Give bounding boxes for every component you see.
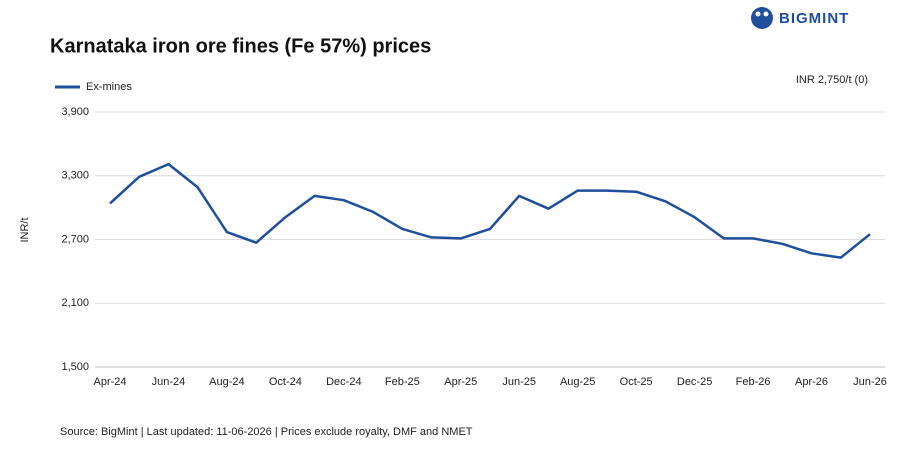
y-tick-label: 3,900	[61, 106, 89, 118]
logo-text: BIGMINT	[779, 10, 849, 27]
x-tick-label: Dec-24	[326, 376, 361, 388]
x-tick-label: Dec-25	[677, 376, 712, 388]
y-tick-label: 3,300	[61, 170, 89, 182]
logo: BIGMINT	[751, 7, 849, 29]
x-tick-label: Apr-25	[444, 376, 477, 388]
logo-icon	[763, 11, 769, 17]
y-axis-label: INR/t	[19, 217, 31, 242]
x-tick-label: Feb-26	[736, 376, 771, 388]
x-tick-label: Apr-24	[93, 376, 126, 388]
y-tick-label: 2,100	[61, 297, 89, 309]
y-tick-label: 1,500	[61, 361, 89, 373]
source-note: Source: BigMint | Last updated: 11-06-20…	[60, 426, 473, 438]
logo-icon	[755, 11, 761, 17]
x-tick-label: Feb-25	[385, 376, 420, 388]
chart-title: Karnataka iron ore fines (Fe 57%) prices	[50, 35, 431, 57]
x-tick-label: Oct-24	[269, 376, 302, 388]
data-line	[109, 162, 871, 259]
x-tick-label: Aug-24	[209, 376, 244, 388]
annotation: INR 2,750/t (0)	[796, 74, 868, 86]
logo-icon	[751, 7, 773, 29]
x-tick-label: Apr-26	[795, 376, 828, 388]
y-tick-label: 2,700	[61, 233, 89, 245]
legend-label: Ex-mines	[86, 81, 132, 93]
x-tick-label: Jun-26	[853, 376, 887, 388]
x-tick-label: Jun-25	[502, 376, 536, 388]
x-tick-label: Oct-25	[620, 376, 653, 388]
x-tick-label: Aug-25	[560, 376, 595, 388]
x-tick-label: Jun-24	[152, 376, 186, 388]
